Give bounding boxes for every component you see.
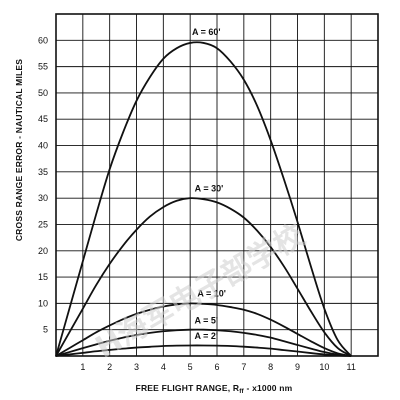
x-tick-label: 7: [241, 362, 246, 372]
curve-label-a-10: A = 10': [197, 289, 226, 299]
x-tick-label: 6: [214, 362, 219, 372]
x-tick-label: 10: [319, 362, 329, 372]
y-axis-title: CROSS RANGE ERROR - NAUTICAL MILES: [14, 59, 24, 241]
series-line-a-2: [55, 344, 352, 357]
y-tick-label: 50: [38, 88, 48, 98]
x-tick-label: 1: [80, 362, 85, 372]
y-tick-labels: 5 10 15 20 25 30 35 40 45 50 55 60: [38, 35, 48, 334]
series-line-a-10: [55, 302, 352, 357]
curve-label-a-30: A = 30': [195, 183, 224, 193]
x-tick-labels: 1 2 3 4 5 6 7 8 9 10 11: [80, 362, 356, 372]
y-tick-label: 35: [38, 167, 48, 177]
series-group: [55, 41, 352, 357]
x-tick-label: 2: [107, 362, 112, 372]
y-tick-label: 25: [38, 219, 48, 229]
grid: [56, 14, 378, 356]
y-tick-label: 55: [38, 62, 48, 72]
series-line-a-60: [55, 41, 352, 357]
y-tick-label: 10: [38, 298, 48, 308]
plot-frame: [55, 13, 379, 357]
x-tick-label: 4: [161, 362, 166, 372]
curve-label-a-60: A = 60': [192, 27, 221, 37]
y-tick-label: 5: [43, 325, 48, 335]
x-tick-label: 5: [188, 362, 193, 372]
series-line-a-5: [55, 328, 352, 357]
y-tick-label: 15: [38, 272, 48, 282]
curve-label-a-2: A = 2': [194, 331, 218, 341]
y-tick-label: 45: [38, 114, 48, 124]
y-tick-label: 30: [38, 193, 48, 203]
x-tick-label: 11: [346, 362, 355, 372]
curve-labels: A = 60' A = 30' A = 10' A = 5' A = 2': [192, 27, 226, 341]
x-tick-label: 3: [134, 362, 139, 372]
y-tick-label: 60: [38, 35, 48, 45]
x-axis-title: FREE FLIGHT RANGE, Rff - x1000 nm: [136, 383, 293, 395]
curve-label-a-5: A = 5': [194, 315, 218, 325]
watermark: H海军电子部学校: [90, 218, 311, 366]
y-tick-label: 20: [38, 246, 48, 256]
y-tick-label: 40: [38, 141, 48, 151]
x-tick-label: 8: [268, 362, 273, 372]
series-line-a-30: [55, 197, 352, 357]
x-tick-label: 9: [295, 362, 300, 372]
